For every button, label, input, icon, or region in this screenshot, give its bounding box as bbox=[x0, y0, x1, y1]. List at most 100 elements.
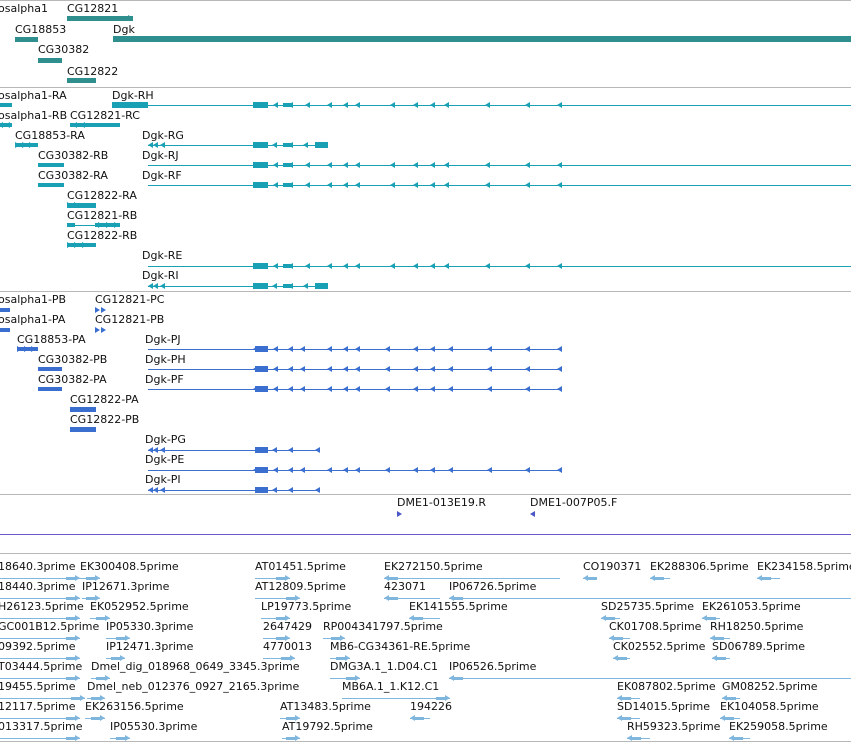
exon-block[interactable] bbox=[66, 676, 75, 680]
exon-block[interactable] bbox=[67, 202, 96, 208]
exon-block[interactable] bbox=[336, 656, 345, 660]
exon-block[interactable] bbox=[66, 616, 75, 620]
exon-block[interactable] bbox=[276, 616, 285, 620]
exon-block[interactable] bbox=[96, 676, 105, 680]
exon-block[interactable] bbox=[631, 736, 641, 740]
exon-block[interactable] bbox=[38, 183, 64, 187]
exon-block[interactable] bbox=[654, 576, 664, 580]
exon-block[interactable] bbox=[38, 367, 62, 371]
exon-block[interactable] bbox=[716, 656, 726, 660]
exon-block[interactable] bbox=[116, 636, 125, 640]
exon-block[interactable] bbox=[605, 616, 615, 620]
exon-block[interactable] bbox=[283, 163, 292, 167]
exon-block[interactable] bbox=[253, 182, 268, 188]
exon-block[interactable] bbox=[67, 15, 133, 21]
exon-block[interactable] bbox=[66, 656, 75, 660]
exon-block[interactable] bbox=[453, 676, 463, 680]
exon-block[interactable] bbox=[70, 426, 96, 432]
feature-label: CG30382-RB bbox=[38, 149, 109, 162]
exon-block[interactable] bbox=[91, 716, 100, 720]
exon-block[interactable] bbox=[255, 447, 268, 453]
exon-block[interactable] bbox=[331, 636, 340, 640]
exon-block[interactable] bbox=[587, 576, 597, 580]
exon-block[interactable] bbox=[388, 576, 398, 580]
exon-block[interactable] bbox=[276, 636, 285, 640]
exon-block[interactable] bbox=[91, 696, 100, 700]
exon-block[interactable] bbox=[283, 183, 292, 187]
exon-block[interactable] bbox=[453, 596, 463, 600]
exon-block[interactable] bbox=[71, 696, 80, 700]
strand-marker bbox=[409, 615, 414, 621]
exon-block[interactable] bbox=[86, 576, 95, 580]
strand-marker bbox=[98, 222, 103, 228]
exon-block[interactable] bbox=[70, 123, 120, 127]
exon-block[interactable] bbox=[761, 576, 771, 580]
exon-block[interactable] bbox=[66, 716, 75, 720]
exon-block[interactable] bbox=[15, 36, 38, 42]
exon-block[interactable] bbox=[111, 656, 120, 660]
exon-block[interactable] bbox=[621, 696, 631, 700]
exon-block[interactable] bbox=[253, 162, 268, 168]
exon-block[interactable] bbox=[113, 36, 851, 42]
exon-block[interactable] bbox=[70, 406, 96, 412]
exon-block[interactable] bbox=[315, 283, 328, 289]
exon-block[interactable] bbox=[255, 386, 268, 392]
exon-block[interactable] bbox=[66, 736, 75, 740]
exon-block[interactable] bbox=[315, 142, 328, 148]
exon-block[interactable] bbox=[286, 716, 295, 720]
exon-block[interactable] bbox=[255, 467, 268, 473]
exon-block[interactable] bbox=[346, 676, 355, 680]
exon-block[interactable] bbox=[281, 656, 290, 660]
exon-block[interactable] bbox=[283, 103, 292, 107]
exon-block[interactable] bbox=[414, 716, 424, 720]
exon-block[interactable] bbox=[66, 576, 75, 580]
exon-block[interactable] bbox=[67, 243, 96, 247]
exon-block[interactable] bbox=[67, 77, 96, 83]
exon-block[interactable] bbox=[733, 736, 743, 740]
exon-block[interactable] bbox=[621, 716, 631, 720]
exon-block[interactable] bbox=[253, 283, 268, 289]
exon-block[interactable] bbox=[253, 142, 268, 148]
exon-block[interactable] bbox=[116, 736, 125, 740]
exon-block[interactable] bbox=[0, 103, 12, 107]
feature-label: CG30382-PA bbox=[38, 373, 107, 386]
strand-marker bbox=[343, 366, 348, 372]
exon-block[interactable] bbox=[255, 366, 268, 372]
exon-block[interactable] bbox=[112, 102, 148, 108]
exon-block[interactable] bbox=[67, 223, 75, 227]
strand-marker bbox=[413, 386, 418, 392]
exon-block[interactable] bbox=[436, 696, 445, 700]
exon-block[interactable] bbox=[724, 716, 734, 720]
exon-block[interactable] bbox=[613, 636, 623, 640]
exon-block[interactable] bbox=[283, 143, 292, 147]
feature-label: CG30382 bbox=[38, 43, 90, 56]
exon-block[interactable] bbox=[0, 328, 10, 332]
exon-block[interactable] bbox=[276, 576, 285, 580]
exon-block[interactable] bbox=[283, 284, 292, 288]
exon-block[interactable] bbox=[286, 736, 295, 740]
exon-block[interactable] bbox=[706, 616, 716, 620]
strand-marker bbox=[253, 162, 258, 168]
exon-block[interactable] bbox=[253, 263, 268, 269]
exon-block[interactable] bbox=[96, 616, 105, 620]
exon-block[interactable] bbox=[388, 596, 398, 600]
exon-block[interactable] bbox=[714, 636, 724, 640]
exon-block[interactable] bbox=[38, 163, 64, 167]
exon-block[interactable] bbox=[255, 487, 268, 493]
exon-block[interactable] bbox=[66, 636, 75, 640]
exon-block[interactable] bbox=[413, 616, 423, 620]
exon-block[interactable] bbox=[66, 596, 75, 600]
exon-block[interactable] bbox=[283, 264, 292, 268]
exon-block[interactable] bbox=[86, 596, 95, 600]
exon-block[interactable] bbox=[38, 387, 62, 391]
exon-block[interactable] bbox=[38, 57, 62, 63]
exon-block[interactable] bbox=[726, 696, 736, 700]
exon-block[interactable] bbox=[0, 308, 10, 312]
exon-block[interactable] bbox=[617, 656, 627, 660]
exon-block[interactable] bbox=[286, 596, 295, 600]
exon-block[interactable] bbox=[255, 346, 268, 352]
exon-block[interactable] bbox=[253, 102, 268, 108]
strand-marker bbox=[487, 467, 492, 473]
strand-marker bbox=[160, 283, 165, 289]
